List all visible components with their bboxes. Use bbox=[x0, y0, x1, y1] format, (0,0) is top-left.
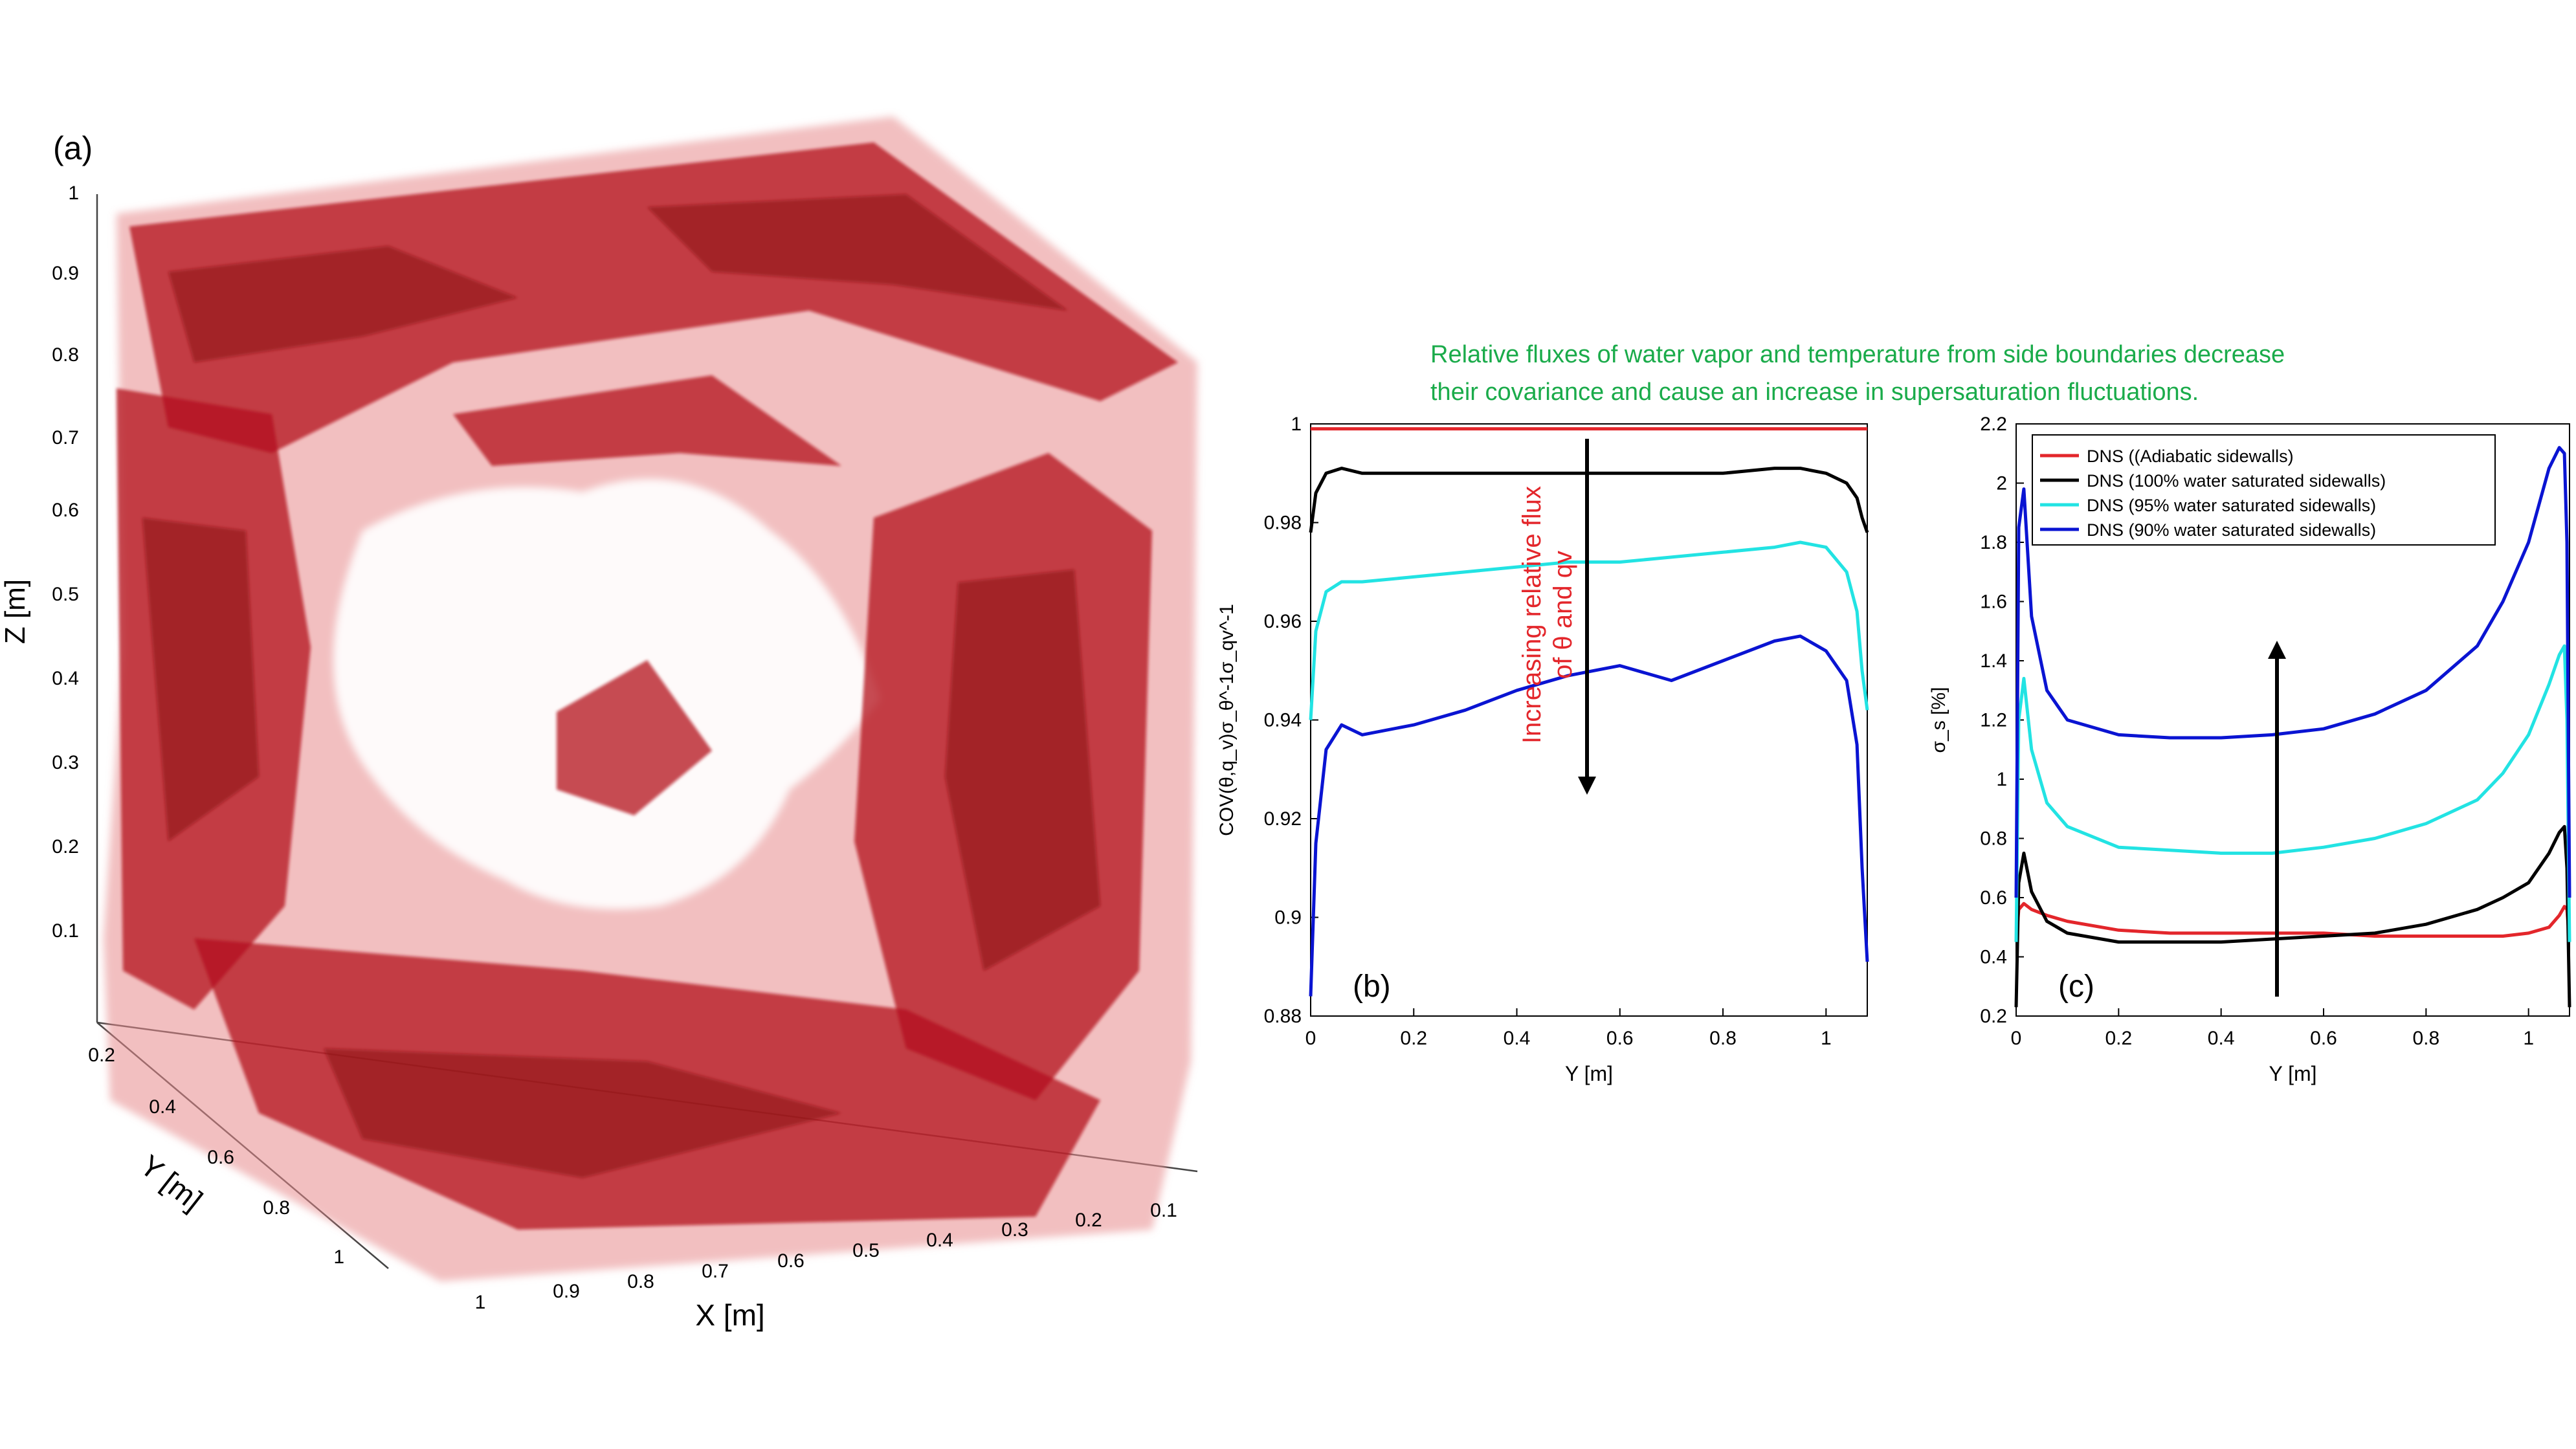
y-tick-label: 0.98 bbox=[1264, 513, 1302, 534]
series-line bbox=[1309, 467, 1869, 533]
y-tick-label: 0.96 bbox=[1264, 611, 1302, 632]
x-tick-label: 0.8 bbox=[2412, 1028, 2439, 1049]
z-tick-label: 1 bbox=[68, 183, 79, 204]
x-tick-label: 0.9 bbox=[553, 1281, 580, 1302]
panel-b-covariance-plot: 0 0.2 0.4 0.6 0.8 1 0.88 0.9 0.92 0.94 0.96 0.98 1 Y … bbox=[1216, 414, 1869, 1085]
x-tick-label: 1 bbox=[1821, 1028, 1832, 1049]
series-line bbox=[1309, 540, 1869, 720]
series-lines-b bbox=[1309, 427, 1869, 997]
y-tick-label: 0.2 bbox=[88, 1045, 115, 1066]
y-tick-label: 1 bbox=[1996, 769, 2007, 790]
y-tick-label: 0.4 bbox=[149, 1096, 176, 1118]
legend-entry: DNS (95% water saturated sidewalls) bbox=[2087, 496, 2376, 515]
y-axis-label: COV(θ,q_v)σ_θ^-1σ_qv^-1 bbox=[1216, 604, 1238, 836]
x-axis-label: Y [m] bbox=[1565, 1062, 1613, 1085]
x-tick-label: 0.4 bbox=[2208, 1028, 2235, 1049]
x-axis-label: Y [m] bbox=[2269, 1062, 2316, 1085]
series-line bbox=[1309, 634, 1869, 997]
arrow-text-line-2: of θ and qv bbox=[1549, 551, 1577, 679]
z-tick-label: 0.2 bbox=[52, 836, 79, 857]
series-line bbox=[2014, 644, 2571, 942]
legend-box bbox=[2032, 434, 2496, 546]
legend-entry: DNS (100% water saturated sidewalls) bbox=[2087, 471, 2386, 491]
y-axis-ticks: 0.2 0.4 0.6 0.8 1 bbox=[88, 1045, 344, 1268]
y-tick-label: 1 bbox=[1291, 414, 1302, 435]
z-tick-label: 0.1 bbox=[52, 920, 79, 942]
x-tick-label: 0.7 bbox=[702, 1261, 729, 1282]
x-tick-label: 0.6 bbox=[2310, 1028, 2337, 1049]
z-tick-label: 0.5 bbox=[52, 584, 79, 605]
arrow-text-line-1: Increasing relative flux bbox=[1518, 486, 1546, 744]
arrow-annotation: Increasing relative flux of θ and qv bbox=[1518, 486, 1577, 744]
x-tick-label: 0.2 bbox=[1075, 1210, 1102, 1231]
axes-c: 0 0.2 0.4 0.6 0.8 10.20.40.60.811.21.41.61.82… bbox=[1928, 414, 2534, 1085]
y-tick-label: 1.6 bbox=[1980, 592, 2007, 613]
annotation-text: Relative fluxes of water vapor and tempe… bbox=[1430, 341, 2285, 406]
y-tick-label: 0.6 bbox=[1980, 887, 2007, 909]
x-tick-label: 0.6 bbox=[777, 1250, 805, 1272]
z-tick-label: 0.4 bbox=[52, 668, 79, 689]
series-line bbox=[2014, 901, 2571, 942]
y-tick-label: 2 bbox=[1996, 473, 2007, 494]
y-tick-label: 1.4 bbox=[1980, 650, 2007, 672]
annotation-line-1: Relative fluxes of water vapor and tempe… bbox=[1430, 341, 2285, 368]
legend-entry: DNS ((Adiabatic sidewalls) bbox=[2087, 447, 2294, 466]
y-tick-label: 0.8 bbox=[1980, 828, 2007, 850]
y-tick-label: 0.8 bbox=[263, 1197, 290, 1219]
isosurface-cloud bbox=[104, 116, 1197, 1281]
x-tick-label: 1 bbox=[2523, 1028, 2534, 1049]
x-tick-label: 0.2 bbox=[1400, 1028, 1427, 1049]
arrow-head bbox=[2268, 641, 2286, 659]
y-tick-label: 1 bbox=[333, 1246, 344, 1268]
annotation-line-2: their covariance and cause an increase i… bbox=[1430, 379, 2199, 406]
z-tick-label: 0.8 bbox=[52, 344, 79, 366]
y-tick-label: 0.6 bbox=[207, 1147, 234, 1168]
x-axis-ticks: 1 0.9 0.8 0.7 0.6 0.5 0.4 0.3 0.2 0.1 bbox=[475, 1200, 1177, 1313]
z-tick-label: 0.7 bbox=[52, 427, 79, 448]
x-tick-label: 0.6 bbox=[1606, 1028, 1634, 1049]
x-tick-label: 0.2 bbox=[2105, 1028, 2132, 1049]
z-tick-label: 0.3 bbox=[52, 752, 79, 773]
y-tick-label: 0.92 bbox=[1264, 808, 1302, 830]
x-tick-label: 0.8 bbox=[1709, 1028, 1737, 1049]
series-line bbox=[2014, 824, 2571, 1008]
x-tick-label: 0.1 bbox=[1150, 1200, 1177, 1221]
x-tick-label: 0.8 bbox=[627, 1271, 654, 1292]
y-tick-label: 0.94 bbox=[1264, 710, 1302, 731]
y-tick-label: 2.2 bbox=[1980, 414, 2007, 435]
axes-b: 0 0.2 0.4 0.6 0.8 1 0.88 0.9 0.92 0.94 0.96 0.98 1 Y … bbox=[1216, 414, 1832, 1085]
legend: DNS ((Adiabatic sidewalls) DNS (100% wate… bbox=[2032, 434, 2496, 546]
panel-a-label: (a) bbox=[53, 130, 93, 166]
y-tick-label: 0.88 bbox=[1264, 1006, 1302, 1027]
x-axis-label: X [m] bbox=[695, 1298, 764, 1332]
y-tick-label: 1.8 bbox=[1980, 532, 2007, 553]
legend-entry: DNS (90% water saturated sidewalls) bbox=[2087, 520, 2376, 540]
x-tick-label: 0.4 bbox=[1504, 1028, 1531, 1049]
x-tick-label: 0.3 bbox=[1001, 1219, 1028, 1241]
panel-c-supersaturation-plot: 0 0.2 0.4 0.6 0.8 10.20.40.60.811.21.41.61.82… bbox=[1928, 414, 2571, 1085]
x-tick-label: 0.4 bbox=[926, 1230, 953, 1251]
y-tick-label: 1.2 bbox=[1980, 710, 2007, 731]
z-tick-label: 0.9 bbox=[52, 263, 79, 284]
z-axis-label: Z [m] bbox=[0, 579, 31, 644]
series-line bbox=[2014, 446, 2571, 898]
panel-a-isosurface-plot: (a) bbox=[0, 116, 1198, 1332]
x-tick-label: 0.5 bbox=[852, 1240, 880, 1261]
x-tick-label: 0 bbox=[2011, 1028, 2022, 1049]
x-tick-label: 0 bbox=[1305, 1028, 1316, 1049]
y-tick-label: 0.9 bbox=[1274, 907, 1302, 929]
y-axis-label: Y [m] bbox=[134, 1148, 209, 1217]
y-tick-label: 0.2 bbox=[1980, 1006, 2007, 1027]
z-axis-ticks: 0.1 0.2 0.3 0.4 0.5 0.6 0.7 0.8 0.9 1 bbox=[52, 183, 79, 942]
z-tick-label: 0.6 bbox=[52, 500, 79, 521]
panel-c-label: (c) bbox=[2058, 969, 2094, 1004]
arrow-head bbox=[1578, 777, 1596, 795]
panel-b-label: (b) bbox=[1353, 969, 1391, 1004]
series-lines-c bbox=[2014, 446, 2571, 1008]
x-tick-label: 1 bbox=[475, 1292, 486, 1313]
y-axis-label: σ_s [%] bbox=[1928, 687, 1949, 753]
y-tick-label: 0.4 bbox=[1980, 947, 2007, 968]
